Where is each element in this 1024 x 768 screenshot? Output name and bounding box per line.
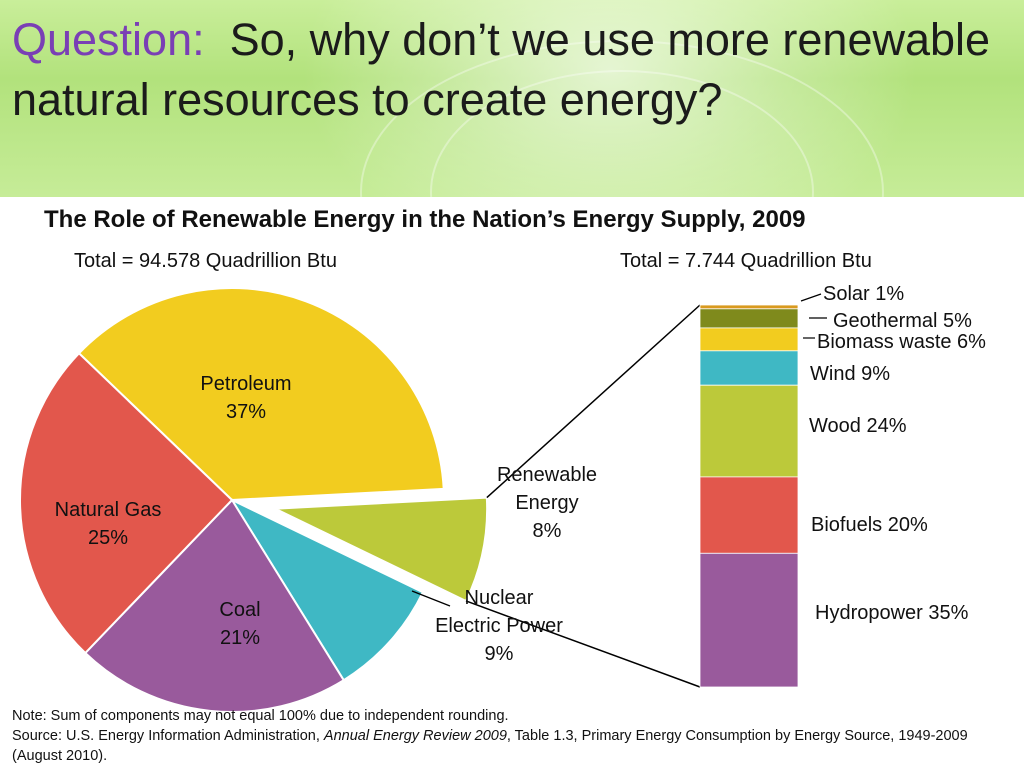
bar-label-biomass-waste: Biomass waste 6% bbox=[817, 331, 986, 353]
bar-segment-geothermal bbox=[699, 308, 799, 329]
bar-label-wood: Wood 24% bbox=[809, 415, 907, 437]
source-note: Note: Sum of components may not equal 10… bbox=[12, 706, 1012, 766]
bar-total-label: Total = 7.744 Quadrillion Btu bbox=[620, 250, 872, 272]
bar-label-wind: Wind 9% bbox=[810, 363, 890, 385]
question-label: Question: bbox=[12, 14, 205, 65]
bar-segment-wood bbox=[699, 384, 799, 478]
pie-label-coal: Coal 21% bbox=[219, 599, 260, 649]
source-publication: Annual Energy Review 2009 bbox=[323, 728, 507, 744]
pie-label-natural-gas: Natural Gas 25% bbox=[55, 499, 162, 549]
pie-slice-natural-gas bbox=[19, 351, 234, 655]
bar-label-solar: Solar 1% bbox=[823, 283, 904, 305]
solar-leader-line bbox=[800, 293, 822, 302]
source-prefix: Source: U.S. Energy Information Administ… bbox=[12, 728, 324, 744]
connector-lines bbox=[465, 304, 701, 688]
chart-labels: Petroleum 37% Renewable Energy 8% Nuclear Elec… bbox=[55, 283, 987, 665]
pie-label-nuclear-electric-power: Nuclear Electric Power 9% bbox=[435, 587, 563, 665]
pie-label-petroleum: Petroleum 37% bbox=[200, 373, 291, 423]
connector-bottom bbox=[465, 600, 701, 688]
stacked-bar bbox=[699, 304, 799, 688]
bar-segment-biomass-waste bbox=[699, 327, 799, 352]
bar-label-biofuels: Biofuels 20% bbox=[811, 514, 928, 536]
pie-chart bbox=[19, 287, 489, 713]
pie-label-renewable-energy: Renewable Energy 8% bbox=[497, 464, 597, 542]
pie-slice-coal bbox=[83, 498, 346, 713]
bar-segment-hydropower bbox=[699, 552, 799, 688]
chart-title: The Role of Renewable Energy in the Nati… bbox=[44, 206, 806, 233]
pie-slice-petroleum bbox=[77, 287, 445, 502]
question-text: So, why don’t we use more renewable natu… bbox=[12, 14, 991, 125]
header-banner: Question: So, why don’t we use more rene… bbox=[0, 0, 1024, 197]
nuclear-leader-line bbox=[411, 590, 451, 607]
pie-total-label: Total = 94.578 Quadrillion Btu bbox=[74, 250, 337, 272]
question-heading: Question: So, why don’t we use more rene… bbox=[12, 10, 1012, 130]
connector-top bbox=[486, 304, 701, 499]
source-suffix: , Table 1.3, Primary Energy Consumption … bbox=[12, 728, 968, 764]
pie-slice-renewable-energy bbox=[274, 496, 489, 603]
bar-segment-wind bbox=[699, 350, 799, 386]
source-line: Source: U.S. Energy Information Administ… bbox=[12, 726, 1012, 766]
pie-slice-nuclear-electric-power bbox=[229, 497, 425, 682]
bar-label-geothermal: Geothermal 5% bbox=[833, 310, 972, 332]
note-line: Note: Sum of components may not equal 10… bbox=[12, 708, 509, 724]
bar-label-hydropower: Hydropower 35% bbox=[815, 602, 969, 624]
bar-segment-biofuels bbox=[699, 476, 799, 554]
bar-segment-solar bbox=[699, 304, 799, 310]
